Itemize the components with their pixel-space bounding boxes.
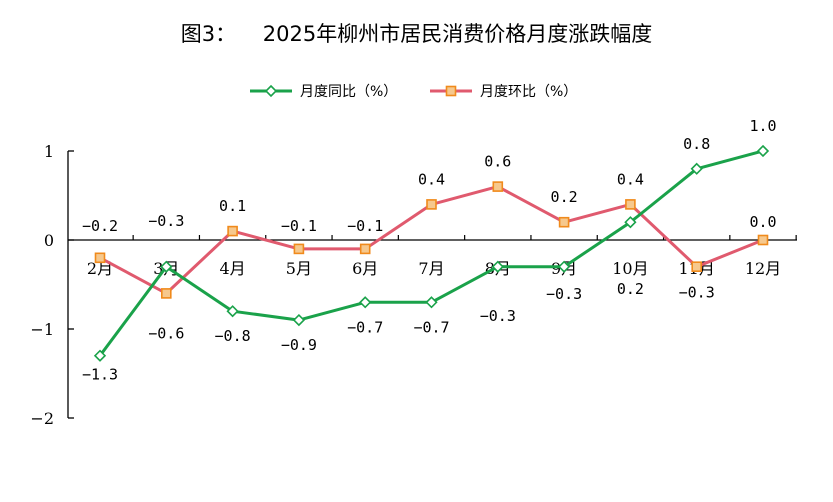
x-tick-label: 6月 [352,259,378,278]
legend-marker [445,85,457,97]
x-tick-label: 10月 [612,259,648,278]
data-point-1 [492,181,504,192]
series-markers [93,144,770,362]
data-label-yoy: 0.2 [617,280,644,298]
data-label-yoy: −0.7 [347,318,383,336]
data-label-yoy: 0.8 [683,135,710,153]
data-label-mom: 0.2 [551,188,578,206]
data-label-yoy: −1.3 [82,366,118,384]
legend-label: 月度同比（%） [300,84,397,100]
data-point-0 [491,260,504,273]
data-label-mom: −0.6 [148,324,184,342]
data-label-yoy: −0.3 [546,285,582,303]
data-point-1 [757,234,769,246]
data-point-1 [161,288,172,299]
data-label-yoy: −0.9 [281,336,317,354]
data-point-0 [624,216,637,229]
y-tick-label: 0 [44,231,54,250]
data-point-0 [226,305,239,318]
x-tick-label: 12月 [745,259,781,278]
data-point-1 [691,261,703,273]
legend: 月度同比（%） 月度环比（%） [250,84,577,100]
data-label-mom: −0.1 [347,217,383,235]
y-tick-label: 1 [44,142,54,161]
data-label-mom: 0.6 [484,153,511,171]
data-label-mom: 0.4 [418,170,445,188]
legend-marker [264,84,278,98]
data-label-yoy: −0.3 [480,307,516,325]
data-point-0 [160,260,173,273]
data-point-1 [94,252,106,264]
x-tick-label: 5月 [286,259,312,278]
data-point-1 [558,216,570,228]
data-label-yoy: −0.8 [215,327,251,345]
data-label-mom: 0.0 [749,213,776,231]
data-label-yoy: 1.0 [749,117,776,135]
y-tick-label: −1 [30,320,54,339]
data-point-0 [359,296,372,309]
data-point-0 [756,144,770,158]
data-point-0 [425,296,438,309]
x-tick-label: 7月 [418,259,444,278]
data-point-0 [690,162,703,175]
data-point-1 [359,243,371,255]
data-point-1 [625,199,636,210]
data-point-0 [292,313,306,327]
data-label-mom: −0.3 [679,284,715,302]
x-tick-label: 2月 [87,259,113,278]
data-point-1 [227,225,238,237]
data-label-mom: 0.1 [219,197,246,215]
data-label-mom: 0.4 [617,170,644,188]
data-point-0 [557,260,571,273]
legend-label: 月度环比（%） [480,84,577,100]
data-label-yoy: −0.3 [148,212,184,230]
data-label-mom: −0.1 [281,217,317,235]
data-point-0 [93,349,107,362]
data-label-mom: −0.2 [82,217,118,235]
data-point-1 [293,243,305,255]
y-tick-label: −2 [30,409,54,428]
chart-title: 图3： 2025年柳州市居民消费价格月度涨跌幅度 [180,22,653,46]
data-point-1 [426,199,437,210]
data-label-yoy: −0.7 [413,318,449,336]
x-tick-label: 4月 [220,259,246,278]
data-labels: −1.3 −0.3 −0.8 −0.9 −0.7 −0.7 −0.3 −0.3 0.2 0.8 1.… [82,117,777,384]
